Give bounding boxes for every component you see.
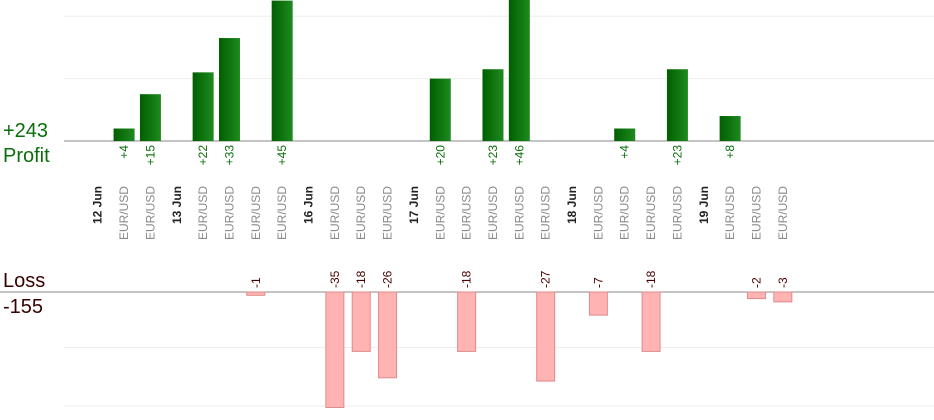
loss-label: Loss — [3, 270, 45, 292]
loss-bar — [588, 291, 608, 316]
pair-label: EUR/USD — [222, 186, 236, 240]
pair-label: EUR/USD — [117, 186, 131, 240]
loss-bar — [746, 291, 766, 300]
profit-value-label: +4 — [117, 145, 131, 159]
profit-bar — [139, 94, 161, 141]
loss-value-label: -18 — [460, 270, 474, 288]
labels: 12 Jun EUR/USD +4 EUR/USD +15 13 Jun EUR/USD +2… — [91, 145, 790, 288]
pair-label: EUR/USD — [196, 186, 210, 240]
profit-bar — [482, 69, 504, 141]
profit-value-label: +23 — [486, 145, 500, 166]
loss-value-label: -18 — [354, 270, 368, 288]
pair-label: EUR/USD — [776, 186, 790, 240]
loss-bar — [773, 291, 793, 303]
loss-value-label: -1 — [249, 277, 263, 288]
loss-value-label: -2 — [749, 277, 763, 288]
loss-value-label: -7 — [591, 277, 605, 288]
profit-bar — [429, 78, 451, 141]
profit-bar — [614, 128, 636, 141]
loss-bar — [378, 291, 398, 379]
pair-label: EUR/USD — [275, 186, 289, 240]
profit-value-label: +45 — [275, 145, 289, 166]
loss-bar — [351, 291, 371, 352]
pair-label: EUR/USD — [618, 186, 632, 240]
pair-label: EUR/USD — [749, 186, 763, 240]
profit-bar — [113, 128, 135, 141]
pair-label: EUR/USD — [143, 186, 157, 240]
pair-label: EUR/USD — [433, 186, 447, 240]
pair-label: EUR/USD — [723, 186, 737, 240]
date-label: 19 Jun — [697, 186, 711, 224]
pair-label: EUR/USD — [328, 186, 342, 240]
profit-value-label: +4 — [618, 145, 632, 159]
loss-bar — [246, 291, 266, 296]
date-label: 16 Jun — [302, 186, 316, 224]
pair-label: EUR/USD — [249, 186, 263, 240]
pair-label: EUR/USD — [512, 186, 526, 240]
profit-value-label: +15 — [143, 145, 157, 166]
pair-label: EUR/USD — [354, 186, 368, 240]
pair-label: EUR/USD — [486, 186, 500, 240]
bars — [113, 0, 793, 408]
profit-value-label: +22 — [196, 145, 210, 166]
loss-value-label: -18 — [644, 270, 658, 288]
pair-label: EUR/USD — [381, 186, 395, 240]
pair-label: EUR/USD — [539, 186, 553, 240]
profit-bar — [192, 72, 214, 141]
profit-bar — [666, 69, 688, 141]
profit-bar — [218, 38, 240, 141]
profit-value-label: +8 — [723, 145, 737, 159]
pair-label: EUR/USD — [591, 186, 605, 240]
profit-value-label: +33 — [222, 145, 236, 166]
date-label: 13 Jun — [170, 186, 184, 224]
profit-total: +243 — [3, 120, 48, 142]
loss-bar — [641, 291, 661, 352]
loss-total: -155 — [3, 296, 43, 318]
profit-label: Profit — [3, 145, 50, 167]
loss-value-label: -3 — [776, 277, 790, 288]
loss-bar — [457, 291, 477, 352]
profit-value-label: +46 — [512, 145, 526, 166]
pair-label: EUR/USD — [644, 186, 658, 240]
date-label: 12 Jun — [91, 186, 105, 224]
date-label: 17 Jun — [407, 186, 421, 224]
loss-value-label: -35 — [328, 270, 342, 288]
pair-label: EUR/USD — [670, 186, 684, 240]
loss-bar — [325, 291, 345, 408]
profit-bar — [271, 0, 293, 141]
loss-value-label: -27 — [539, 270, 553, 288]
loss-bar — [536, 291, 556, 382]
profit-bar — [508, 0, 530, 141]
profit-bar — [719, 116, 741, 141]
loss-value-label: -26 — [381, 270, 395, 288]
profit-value-label: +23 — [670, 145, 684, 166]
profit-value-label: +20 — [433, 145, 447, 166]
pair-label: EUR/USD — [460, 186, 474, 240]
date-label: 18 Jun — [565, 186, 579, 224]
